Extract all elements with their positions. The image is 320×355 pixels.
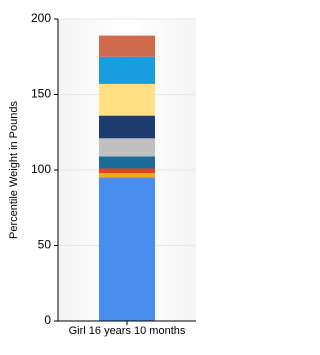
bar-segment <box>99 115 155 139</box>
y-tick-label: 0 <box>44 313 51 327</box>
y-tick-label: 50 <box>38 238 52 252</box>
bar-segment <box>99 56 155 84</box>
bar-segment <box>99 168 155 174</box>
y-tick-label: 200 <box>31 11 51 25</box>
y-tick-label: 150 <box>31 87 51 101</box>
bar-segment <box>99 138 155 157</box>
y-axis-label: Percentile Weight in Pounds <box>8 101 20 239</box>
bar-segment <box>99 177 155 321</box>
chart: Percentile Weight in Pounds 0 50 100 150 200… <box>8 11 196 337</box>
x-tick-label: Girl 16 years 10 months <box>69 325 186 337</box>
y-tick-label: 100 <box>31 162 51 176</box>
bar-segment <box>99 156 155 169</box>
bar-segment <box>99 35 155 57</box>
bar-segment <box>99 83 155 116</box>
bar-segment <box>99 173 155 178</box>
